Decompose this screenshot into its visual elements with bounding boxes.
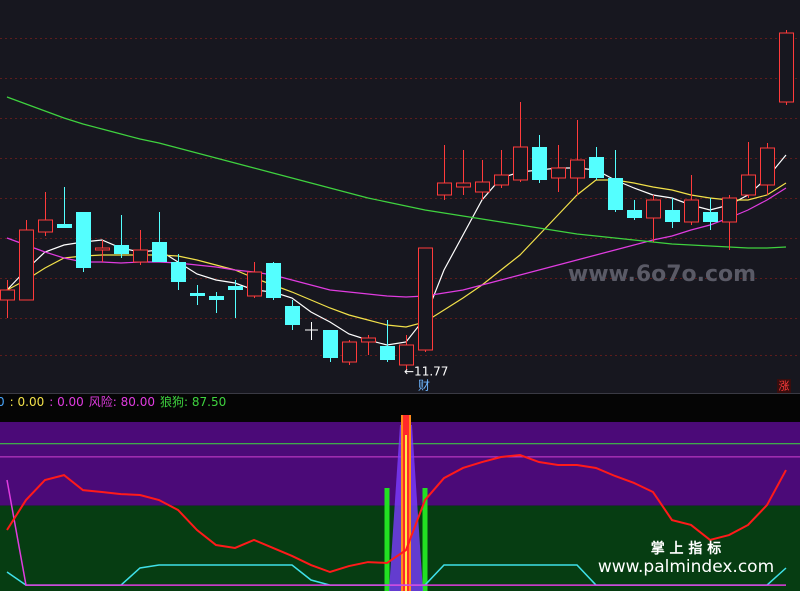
candle-body: [760, 147, 775, 186]
candle-body: [513, 146, 528, 181]
price-panel: [0, 0, 800, 393]
marker-box: [777, 379, 791, 393]
indicator-layer: 0 : 0.00 : 0.00 风险: 80.00 狼狗: 87.50: [0, 394, 800, 591]
candle-body: [342, 341, 357, 363]
legend: 0 : 0.00 : 0.00 风险: 80.00 狼狗: 87.50: [0, 394, 226, 409]
legend-item: 狼狗: 87.50: [160, 394, 226, 409]
candle-body: [589, 157, 604, 178]
candle-body: [399, 344, 414, 366]
candle-body: [532, 147, 547, 180]
candle-body: [627, 210, 642, 218]
candle-body: [741, 174, 756, 196]
legend-item: : 0.00: [10, 395, 45, 409]
moving-average: [6, 96, 787, 249]
legend-item: 风险: 80.00: [89, 394, 155, 409]
signal-bar: [384, 488, 390, 591]
candle-body: [456, 182, 471, 188]
candle-body: [722, 197, 737, 223]
candle-body: [0, 289, 15, 301]
candle-body: [703, 212, 718, 222]
candle-body: [437, 182, 452, 196]
candle-body: [209, 296, 224, 300]
candle-body: [285, 306, 300, 325]
candle-body: [133, 249, 148, 263]
candle-body: [57, 224, 72, 228]
candle-body: [190, 293, 205, 296]
marker-zhang: 涨: [779, 380, 790, 393]
candle-body: [152, 242, 167, 262]
candle-body: [608, 178, 623, 210]
candle-body: [665, 210, 680, 222]
candle-body: [19, 229, 34, 301]
watermark: www.6o7o.com: [568, 262, 756, 287]
indicator-line: [6, 454, 787, 574]
legend-item: : 0.00: [49, 395, 84, 409]
candle-body: [494, 174, 509, 186]
candle-body: [646, 199, 661, 219]
candle-body: [380, 346, 395, 360]
candle-body: [570, 159, 585, 179]
watermark-title: 掌 上 指 标: [651, 540, 722, 557]
candle-body: [551, 167, 566, 179]
candle-body: [76, 212, 91, 268]
indicator-line: [6, 479, 786, 586]
low-label: ←11.77: [404, 365, 448, 379]
candle-body: [418, 247, 433, 351]
candle-body: [114, 245, 129, 254]
candle-body: [323, 330, 338, 358]
candle-body: [475, 181, 490, 193]
candle-body: [95, 247, 110, 251]
candle-body: [38, 219, 53, 233]
candle-body: [361, 337, 376, 343]
candle-body: [171, 262, 186, 282]
candle-body: [779, 32, 794, 103]
candle-body: [247, 271, 262, 297]
signal-bar: [422, 488, 428, 591]
marker-cai: 财: [418, 379, 430, 393]
price-layer: ←11.77: [0, 30, 800, 379]
candle-body: [266, 263, 281, 298]
candle-body: [228, 286, 243, 290]
candle-body: [684, 199, 699, 223]
watermark: www.palmindex.com: [598, 557, 774, 577]
spike-bar: [405, 435, 407, 591]
legend-item: 0: [0, 395, 5, 409]
